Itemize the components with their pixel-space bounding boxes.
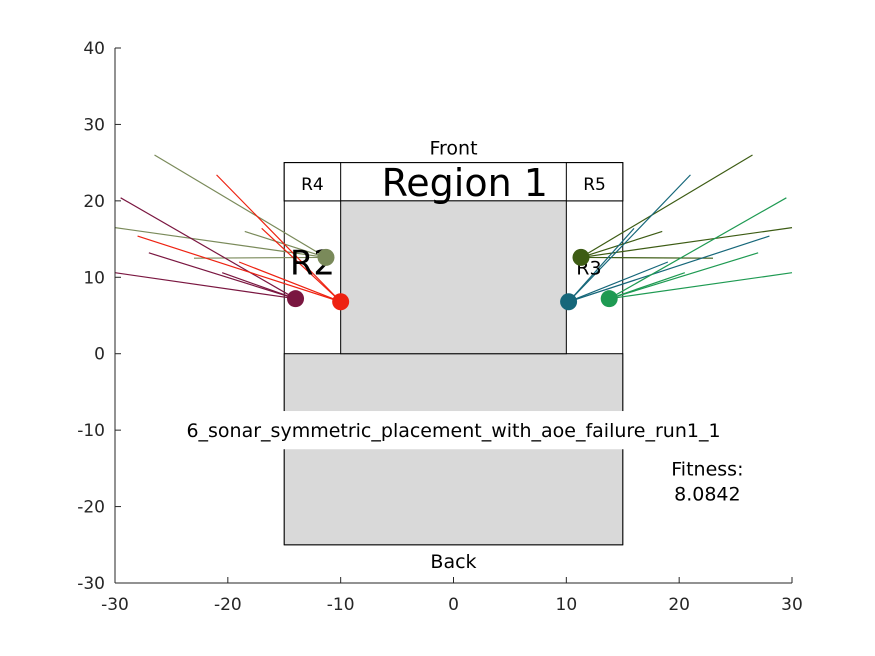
- sensor-6-ray-4: [609, 272, 686, 300]
- sensor-6-ray-1: [608, 197, 787, 300]
- sensor-3-ray-2: [261, 227, 342, 303]
- y-tick-label: -10: [77, 421, 105, 441]
- sensor-1-marker: [317, 248, 335, 266]
- sensor-2-ray-4: [221, 272, 296, 300]
- y-tick-label: 0: [94, 345, 105, 365]
- x-tick-label: -20: [214, 595, 242, 615]
- sensor-2-marker: [287, 290, 305, 308]
- y-tick-label: -30: [77, 574, 105, 594]
- region-r5: [565, 162, 624, 202]
- sensor-5-ray-4: [568, 261, 669, 303]
- y-tick-label: 30: [83, 115, 105, 135]
- x-tick-label: -10: [327, 595, 355, 615]
- sensor-6-ray-3: [609, 252, 759, 300]
- x-tick-label: -30: [101, 595, 129, 615]
- sensor-5-ray-2: [568, 227, 635, 303]
- axes-layer: -30 -20 -10 0 10 20 30 -30 -20 -10 0 10 20 30 40: [77, 39, 803, 615]
- sensor-2-ray-1: [120, 197, 296, 300]
- sensor-3-ray-1: [216, 174, 342, 303]
- sensor-6-marker: [600, 290, 618, 308]
- run-title: 6_sonar_symmetric_placement_with_aoe_fai…: [186, 420, 720, 442]
- run-title-background: [158, 411, 788, 450]
- sensor-4-marker: [572, 248, 590, 266]
- y-tick-label: 40: [83, 39, 105, 59]
- regions-layer: [283, 162, 624, 546]
- sensor-4-ray-1: [580, 154, 753, 258]
- center-block: [340, 200, 567, 355]
- sensor-4-ray-4: [580, 256, 714, 259]
- x-tick-label: 0: [448, 595, 459, 615]
- sensor-4-ray-2: [580, 230, 663, 258]
- sensor-5-marker: [560, 293, 578, 311]
- sensor-1-ray-1: [154, 154, 327, 258]
- sensor-3-ray-4: [238, 261, 341, 303]
- y-tick-label: 10: [83, 268, 105, 288]
- back-label: Back: [430, 551, 476, 573]
- sensor-3-ray-3: [137, 235, 341, 303]
- sensors-layer: [287, 248, 618, 311]
- x-tick-label: 20: [668, 595, 690, 615]
- fitness-label: Fitness:: [671, 458, 743, 480]
- region-r4: [283, 162, 342, 202]
- y-tick-label: 20: [83, 192, 105, 212]
- sensor-1-ray-3: [114, 227, 327, 259]
- x-tick-label: 30: [781, 595, 803, 615]
- x-tick-label: 10: [556, 595, 578, 615]
- sensor-3-marker: [332, 293, 350, 311]
- front-label: Front: [429, 138, 477, 160]
- sensor-2-ray-3: [148, 252, 296, 300]
- y-tick-label: -20: [77, 498, 105, 518]
- sensor-6-ray-2: [609, 272, 793, 300]
- sensor-1-ray-4: [193, 256, 327, 259]
- fitness-value: 8.0842: [674, 484, 740, 506]
- r4-label: R4: [301, 175, 324, 195]
- sensor-2-ray-2: [114, 272, 296, 300]
- rays-layer: [114, 154, 793, 303]
- region1-label: Region 1: [382, 161, 548, 205]
- labels-layer: 6_sonar_symmetric_placement_with_aoe_fai…: [158, 138, 788, 573]
- sensor-5-ray-3: [568, 235, 770, 303]
- r5-label: R5: [583, 175, 606, 195]
- sensor-5-ray-1: [568, 174, 691, 303]
